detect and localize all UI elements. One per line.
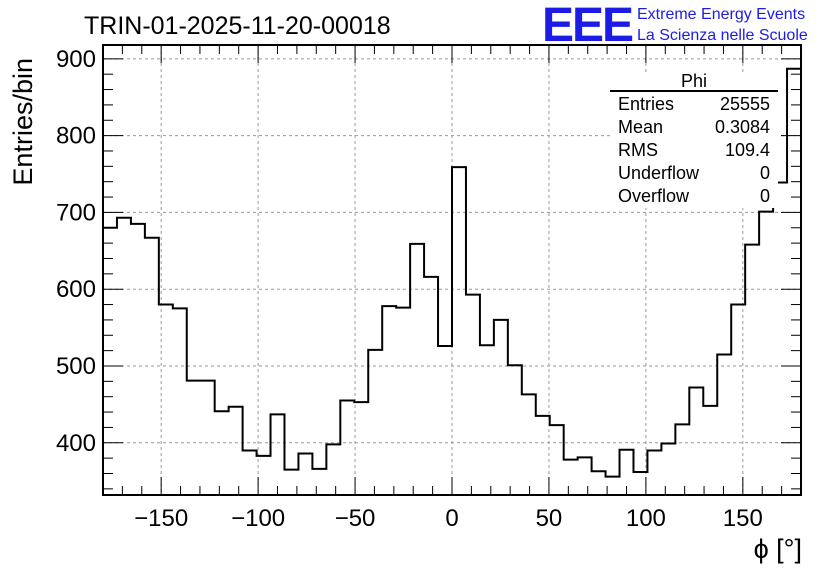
chart-title: TRIN-01-2025-11-20-00018 bbox=[84, 12, 391, 40]
eee-logo-mark: EEE bbox=[542, 0, 633, 52]
stats-entries-value: 25555 bbox=[720, 94, 770, 114]
y-tick-label-1: 500 bbox=[56, 353, 96, 380]
stats-box-title: Phi bbox=[681, 71, 707, 91]
y-tick-label-4: 800 bbox=[56, 123, 96, 150]
x-tick-label-3: 0 bbox=[445, 505, 458, 532]
eee-logo: EEE Extreme Energy Events La Scienza nel… bbox=[542, 0, 808, 52]
stats-box-background bbox=[610, 72, 778, 208]
stats-underflow-label: Underflow bbox=[618, 163, 700, 183]
histogram-outline bbox=[103, 67, 801, 478]
stats-rms-label: RMS bbox=[618, 140, 658, 160]
x-tick-labels: −150 −100 −50 0 50 100 150 bbox=[134, 505, 763, 532]
stats-entries-label: Entries bbox=[618, 94, 674, 114]
axis-ticks bbox=[103, 45, 801, 495]
x-axis-title: ϕ [°] bbox=[754, 534, 802, 564]
y-axis-title: Entries/bin bbox=[8, 58, 38, 186]
y-tick-label-0: 400 bbox=[56, 430, 96, 457]
y-tick-label-3: 700 bbox=[56, 199, 96, 226]
y-tick-label-2: 600 bbox=[56, 276, 96, 303]
x-tick-label-4: 50 bbox=[536, 505, 563, 532]
eee-logo-line2: La Scienza nelle Scuole bbox=[637, 27, 808, 44]
x-tick-label-0: −150 bbox=[134, 505, 188, 532]
eee-logo-line1: Extreme Energy Events bbox=[637, 6, 805, 23]
x-tick-label-5: 100 bbox=[626, 505, 666, 532]
stats-mean-value: 0.3084 bbox=[715, 117, 770, 137]
stats-box: Phi Entries 25555 Mean 0.3084 RMS 109.4 … bbox=[610, 71, 778, 208]
stats-rms-value: 109.4 bbox=[725, 140, 770, 160]
stats-underflow-value: 0 bbox=[760, 163, 770, 183]
x-tick-label-1: −100 bbox=[231, 505, 285, 532]
stats-mean-label: Mean bbox=[618, 117, 663, 137]
x-tick-label-2: −50 bbox=[335, 505, 376, 532]
x-tick-label-6: 150 bbox=[723, 505, 763, 532]
y-tick-label-5: 900 bbox=[56, 46, 96, 73]
stats-overflow-label: Overflow bbox=[618, 186, 690, 206]
y-tick-labels: 400 500 600 700 800 900 bbox=[56, 46, 96, 457]
stats-overflow-value: 0 bbox=[760, 186, 770, 206]
